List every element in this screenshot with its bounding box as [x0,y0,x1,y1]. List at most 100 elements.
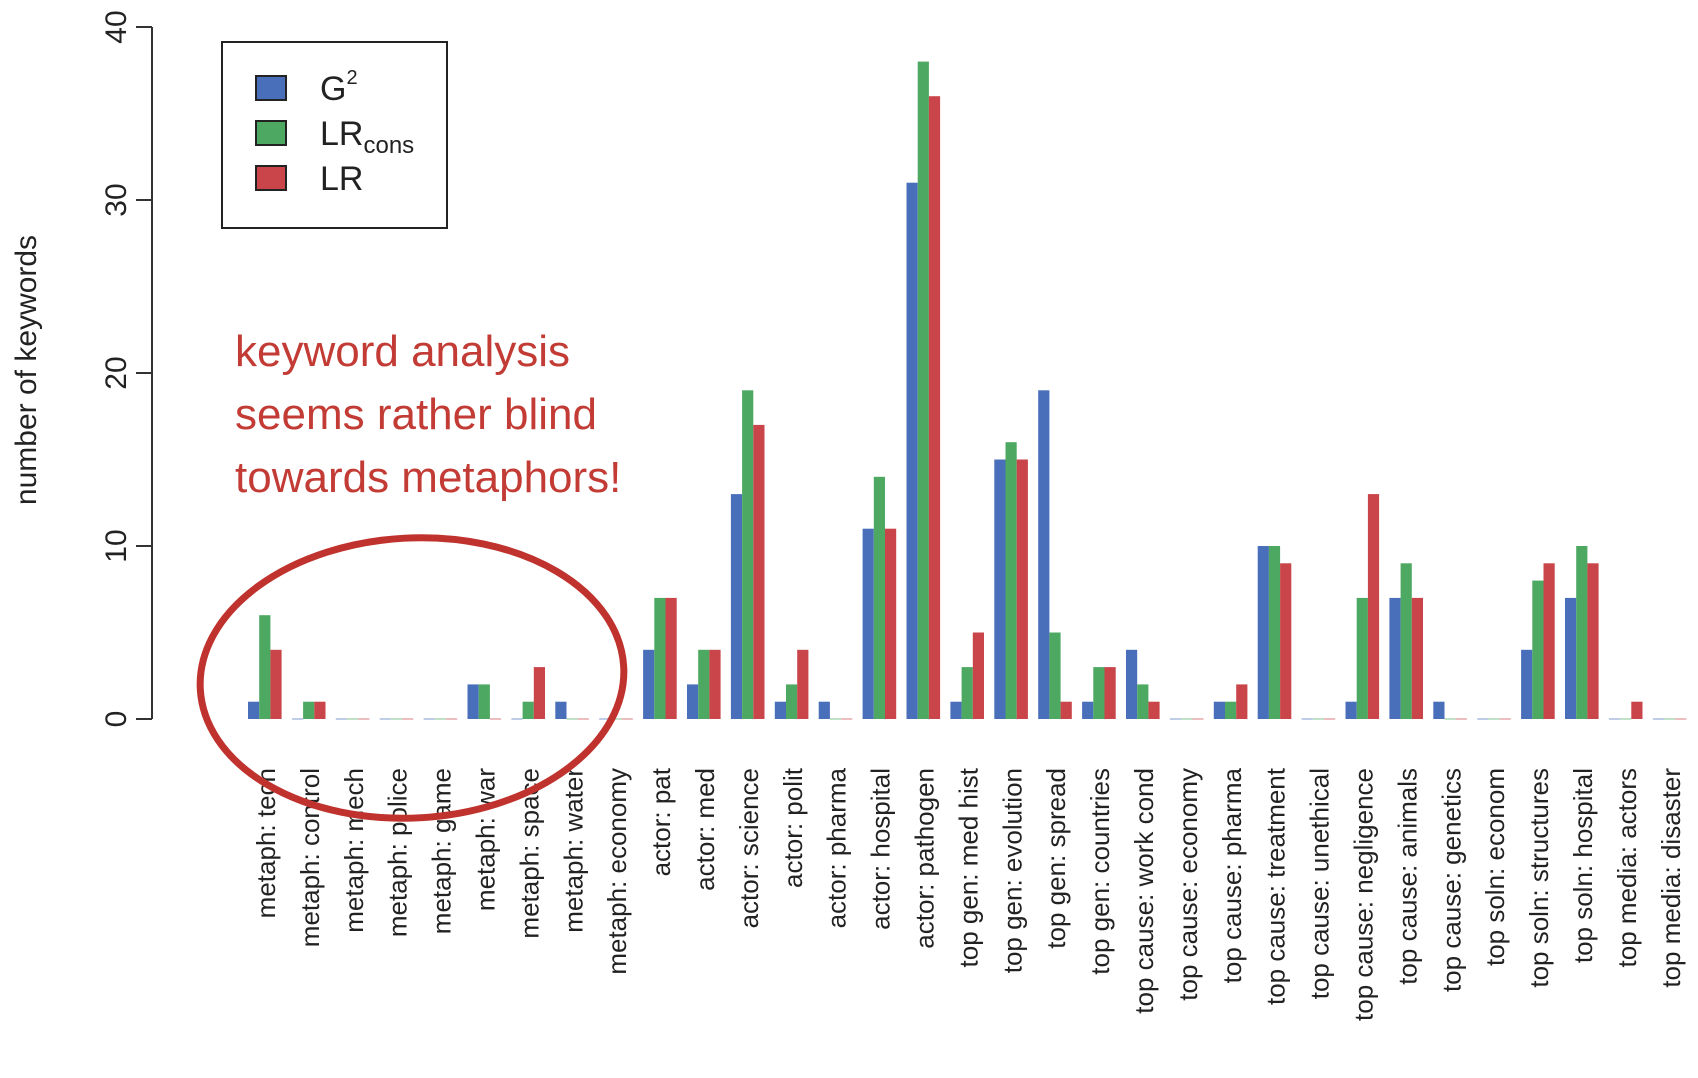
bar [1104,667,1116,719]
bar [1301,718,1313,720]
bar [1488,718,1500,720]
bar [390,718,403,720]
x-tick-label: top cause: animals [1392,768,1422,985]
x-tick-label: top soln: hospital [1568,768,1598,963]
y-tick-label: 20 [100,356,133,389]
bar [1082,701,1094,719]
bar [1532,580,1544,719]
legend-label: LRcons [320,115,414,159]
bar [423,718,435,720]
bar [522,701,534,719]
bar [1324,718,1336,720]
x-tick-label: actor: hospital [866,768,896,930]
bar [1213,701,1225,719]
bar [1499,718,1511,720]
bar [1257,546,1269,719]
bar [1652,718,1664,720]
bar [1565,597,1577,719]
bar [446,718,458,720]
bar [1093,667,1105,719]
bar [599,718,611,720]
bar [566,718,578,720]
x-tick-label: top media: actors [1612,768,1642,967]
y-tick-label: 0 [100,711,133,728]
annotation-text: keyword analysis [235,327,570,376]
bar [961,667,973,719]
annotation-text: seems rather blind [235,390,597,439]
legend-label: LR [320,160,363,198]
bar [1477,718,1489,720]
bar [1411,597,1423,719]
legend-swatch [255,165,287,191]
bar [434,718,446,720]
x-tick-label: metaph: police [383,768,413,937]
bar [1631,701,1643,719]
x-tick-label: actor: pathogen [910,768,940,949]
bar [1675,718,1687,720]
bar [1126,649,1138,719]
legend-label: G2 [320,67,358,108]
bar [259,615,271,719]
bar [1225,701,1237,719]
bar [610,718,622,720]
bar [478,684,490,719]
bar [829,718,842,720]
bar [1049,632,1061,719]
bar [291,718,304,720]
x-tick-label: top gen: countries [1085,768,1115,975]
x-tick-label: top cause: work cond [1129,768,1159,1014]
bar [1060,701,1072,719]
legend-swatch [255,75,287,101]
bar [786,684,798,719]
bar [1521,649,1533,719]
x-tick-label: top gen: spread [1041,768,1071,949]
x-tick-label: top gen: med hist [953,767,983,967]
bar [379,718,391,720]
x-tick-label: top gen: evolution [997,768,1027,973]
y-axis-label: number of keywords [10,235,43,505]
y-tick-label: 10 [100,529,133,562]
x-tick-label: top media: disaster [1656,768,1686,988]
bar [1169,718,1182,720]
bar [1455,718,1467,720]
bar [873,476,885,719]
bar [303,701,315,719]
bar [489,718,502,720]
y-tick-label: 30 [100,183,133,216]
bar [402,718,414,720]
bar [347,718,359,720]
x-tick-label: top cause: treatment [1261,767,1291,1005]
x-tick-label: top cause: genetics [1436,768,1466,992]
x-tick-label: top soln: structures [1524,768,1554,988]
x-tick-label: top cause: negligence [1349,768,1379,1021]
x-tick-label: metaph: control [295,768,325,947]
bar [1312,718,1324,720]
y-tick-label: 40 [100,10,133,43]
bar [1620,718,1632,720]
bar [698,649,710,719]
bar [841,718,853,720]
x-tick-label: actor: med [690,768,720,891]
bar [797,649,809,719]
annotation: keyword analysis seems rather blind toward… [196,327,628,822]
bar [1664,718,1676,720]
bar [1268,546,1281,719]
bar [742,390,754,719]
bar [753,424,765,719]
bar [709,649,721,719]
bar [1433,701,1445,719]
x-tick-label: actor: polit [778,767,808,888]
annotation-text: towards metaphors! [235,453,621,502]
bar [314,701,326,719]
bar [950,701,962,719]
bar [555,701,567,719]
y-axis: 0 10 20 30 40 [100,10,153,728]
bar [1389,597,1401,719]
x-tick-label: metaph: economy [602,768,632,975]
bar [1005,442,1017,719]
bar [774,701,786,719]
x-tick-label: metaph: war [471,768,501,911]
bar [467,684,479,719]
legend-swatch [255,120,287,146]
